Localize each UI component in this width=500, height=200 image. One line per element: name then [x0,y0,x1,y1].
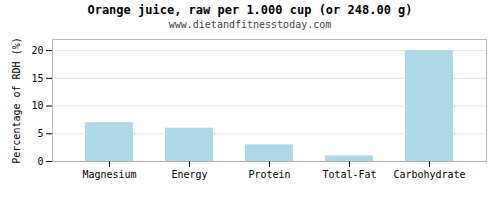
svg-text:5: 5 [37,128,43,139]
svg-text:Percentage of RDH (%): Percentage of RDH (%) [11,37,22,163]
html-text:www.dietandfitnesstoday.com: www.dietandfitnesstoday.com [168,19,332,30]
svg-text:Carbohydrate: Carbohydrate [393,169,465,180]
svg-text:15: 15 [31,73,43,84]
svg-text:Protein: Protein [248,169,290,180]
svg-text:10: 10 [31,100,43,111]
html-text:Orange juice, raw per 1.000 cu: Orange juice, raw per 1.000 cup (or 248.… [87,3,413,17]
svg-text:0: 0 [37,156,43,167]
svg-text:Total-Fat: Total-Fat [322,169,376,180]
svg-text:Energy: Energy [171,169,207,180]
svg-text:Magnesium: Magnesium [82,169,136,180]
svg-text:20: 20 [31,45,43,56]
